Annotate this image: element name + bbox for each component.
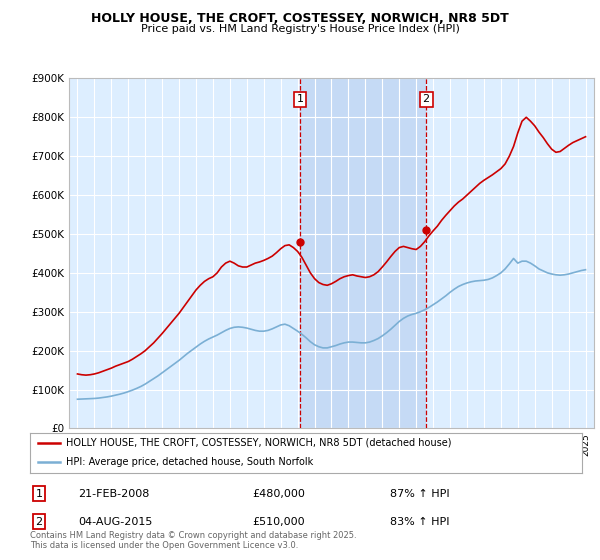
Text: 1: 1 bbox=[296, 95, 304, 104]
Text: 21-FEB-2008: 21-FEB-2008 bbox=[78, 489, 149, 499]
Text: 87% ↑ HPI: 87% ↑ HPI bbox=[390, 489, 449, 499]
Text: 2: 2 bbox=[35, 517, 43, 527]
Text: Contains HM Land Registry data © Crown copyright and database right 2025.
This d: Contains HM Land Registry data © Crown c… bbox=[30, 530, 356, 550]
Text: £480,000: £480,000 bbox=[252, 489, 305, 499]
Text: HOLLY HOUSE, THE CROFT, COSTESSEY, NORWICH, NR8 5DT (detached house): HOLLY HOUSE, THE CROFT, COSTESSEY, NORWI… bbox=[66, 438, 451, 448]
Text: HOLLY HOUSE, THE CROFT, COSTESSEY, NORWICH, NR8 5DT: HOLLY HOUSE, THE CROFT, COSTESSEY, NORWI… bbox=[91, 12, 509, 25]
Text: 2: 2 bbox=[422, 95, 430, 104]
Text: 83% ↑ HPI: 83% ↑ HPI bbox=[390, 517, 449, 527]
Text: 1: 1 bbox=[35, 489, 43, 499]
Bar bbox=[300, 78, 426, 428]
Text: HPI: Average price, detached house, South Norfolk: HPI: Average price, detached house, Sout… bbox=[66, 457, 313, 467]
Text: Price paid vs. HM Land Registry's House Price Index (HPI): Price paid vs. HM Land Registry's House … bbox=[140, 24, 460, 34]
Text: £510,000: £510,000 bbox=[252, 517, 305, 527]
Text: 04-AUG-2015: 04-AUG-2015 bbox=[78, 517, 152, 527]
